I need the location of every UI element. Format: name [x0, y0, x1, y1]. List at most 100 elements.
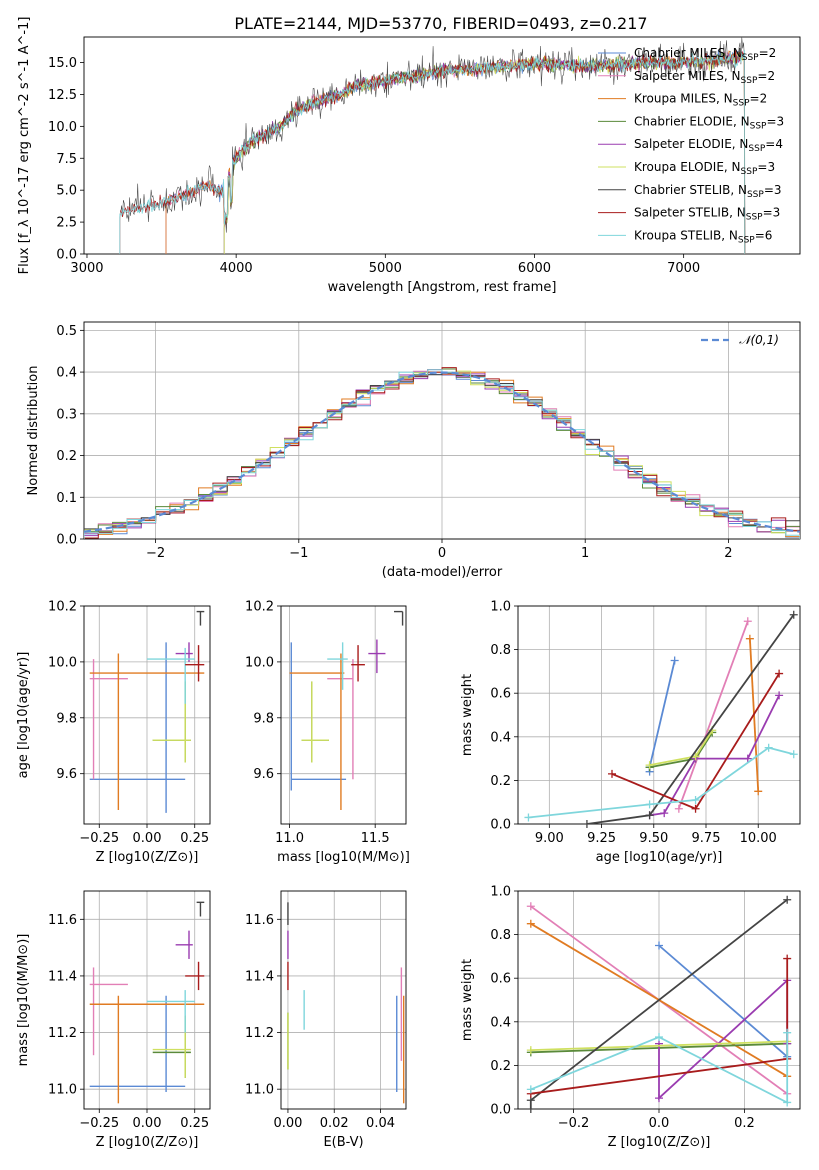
- spectrum-line: [119, 49, 746, 254]
- y-tick-label: 11.4: [245, 969, 274, 984]
- x-tick-label: 0.25: [180, 1116, 209, 1131]
- y-tick-label: 0.4: [490, 730, 511, 745]
- legend-subscript: SSP: [733, 99, 750, 109]
- x-tick-label: 4000: [220, 261, 253, 276]
- y-tick-label: 0.4: [490, 1015, 511, 1030]
- y-tick-label: 10.0: [48, 655, 77, 670]
- weight-line: [677, 620, 749, 810]
- x-tick-label: 0: [438, 546, 446, 561]
- legend-subscript: SSP: [742, 53, 759, 63]
- x-tick-label: 0.00: [133, 831, 162, 846]
- histogram-step: [84, 369, 800, 539]
- y-tick-label: 0.8: [490, 643, 511, 658]
- y-tick-label: 0.6: [490, 687, 511, 702]
- x-axis-label: age [log10(age/yr)]: [596, 850, 723, 865]
- x-tick-label: 7000: [667, 261, 700, 276]
- y-tick-label: 10.2: [245, 600, 274, 615]
- weight-marker: [608, 769, 616, 778]
- x-axis-label: E(B-V): [323, 1135, 363, 1150]
- x-tick-label: 9.50: [639, 831, 668, 846]
- legend-value: =4: [765, 137, 783, 151]
- y-tick-label: 11.6: [245, 913, 274, 928]
- x-axis-label: mass [log10(M/M⊙)]: [277, 850, 410, 865]
- weight-marker: [691, 804, 700, 813]
- x-tick-label: 9.75: [692, 831, 721, 846]
- weight-marker: [524, 813, 533, 822]
- y-tick-label: 7.5: [56, 152, 77, 167]
- axes-frame: [83, 36, 801, 255]
- x-tick-label: 9.25: [587, 831, 616, 846]
- axes-frame: [517, 605, 801, 825]
- x-tick-label: −0.2: [558, 1116, 590, 1131]
- legend-entry: Chabrier ELODIE, NSSP=3: [634, 114, 784, 131]
- age-vs-metallicity-panel: −0.25 0.00 0.25 9.6 9.8 10.0 10.2 Z [log10(Z/Z⊙…: [16, 600, 211, 865]
- mass-vs-metallicity-panel: −0.25 0.00 0.25 11.0 11.2 11.4 11.6 Z [log10(Z/…: [16, 890, 211, 1150]
- mass-vs-ebv-panel: 0.00 0.02 0.04 11.0 11.2 11.4 11.6 E(B-V): [245, 890, 407, 1150]
- weight-marker: [526, 1046, 535, 1055]
- weight-marker: [674, 804, 683, 813]
- x-tick-label: 0.0: [649, 1116, 670, 1131]
- weight-marker: [783, 1028, 792, 1037]
- legend-value: =2: [757, 69, 775, 83]
- y-tick-label: 10.0: [48, 120, 77, 135]
- legend-subscript: SSP: [747, 190, 764, 200]
- x-tick-label: 5000: [369, 261, 402, 276]
- weight-marker: [582, 820, 591, 828]
- weight-line: [530, 1032, 789, 1104]
- weight-line: [611, 673, 780, 810]
- gaussian-curve: [84, 371, 800, 533]
- spectrum-line: [223, 53, 746, 254]
- weight-marker: [743, 754, 752, 763]
- weight-line: [658, 944, 788, 1058]
- legend-entry: 𝒩(0,1): [739, 333, 779, 347]
- y-tick-label: 9.8: [56, 711, 77, 726]
- axes-frame: [517, 890, 801, 1110]
- x-tick-label: 3000: [70, 261, 103, 276]
- x-axis-label: Z [log10(Z/Z⊙)]: [96, 850, 199, 865]
- x-tick-label: 0.2: [734, 1116, 755, 1131]
- y-tick-label: 0.6: [490, 972, 511, 987]
- x-tick-label: 2: [724, 546, 732, 561]
- weight-line: [530, 1040, 788, 1051]
- legend-subscript: SSP: [750, 121, 767, 131]
- axes-frame: [83, 321, 801, 540]
- y-tick-label: 0.2: [490, 1059, 511, 1074]
- y-tick-label: 11.2: [245, 1026, 274, 1041]
- weight-line: [648, 660, 676, 772]
- y-axis-label: age [log10(age/yr)]: [16, 652, 31, 779]
- y-tick-label: 5.0: [56, 184, 77, 199]
- weight-marker: [526, 902, 535, 911]
- weight-marker: [783, 954, 792, 963]
- legend-entry: Salpeter STELIB, NSSP=3: [634, 206, 780, 223]
- weight-marker: [655, 1033, 663, 1042]
- legend-entry: Kroupa MILES, NSSP=2: [634, 92, 767, 109]
- y-tick-label: 0.2: [490, 774, 511, 789]
- weight-marker: [743, 617, 752, 626]
- y-axis-label: mass weight: [460, 959, 475, 1041]
- x-tick-label: 0.25: [180, 831, 209, 846]
- weight-marker: [645, 811, 654, 820]
- legend-entry: Chabrier MILES, NSSP=2: [634, 46, 776, 63]
- legend-subscript: SSP: [741, 167, 758, 177]
- x-tick-label: 10.00: [740, 831, 777, 846]
- x-axis-label: wavelength [Angstrom, rest frame]: [328, 280, 557, 295]
- y-tick-label: 0.2: [56, 449, 77, 464]
- y-tick-label: 10.0: [245, 655, 274, 670]
- y-tick-label: 0.3: [56, 407, 77, 422]
- legend-value: =6: [755, 228, 773, 242]
- axes-frame: [280, 890, 407, 1110]
- y-tick-label: 0.5: [56, 324, 77, 339]
- spectrum-line: [119, 37, 746, 254]
- weight-marker: [754, 787, 763, 796]
- legend-entry: Chabrier STELIB, NSSP=3: [634, 183, 782, 200]
- y-tick-label: 0.0: [490, 818, 511, 833]
- y-tick-label: 0.0: [490, 1103, 511, 1118]
- y-tick-label: 1.0: [490, 600, 511, 615]
- legend-subscript: SSP: [741, 76, 758, 86]
- y-axis-label: mass weight: [460, 674, 475, 756]
- x-tick-label: 11.5: [361, 831, 390, 846]
- x-axis-label: Z [log10(Z/Z⊙)]: [608, 1135, 711, 1150]
- x-tick-label: −0.25: [79, 1116, 119, 1131]
- y-tick-label: 9.6: [56, 767, 77, 782]
